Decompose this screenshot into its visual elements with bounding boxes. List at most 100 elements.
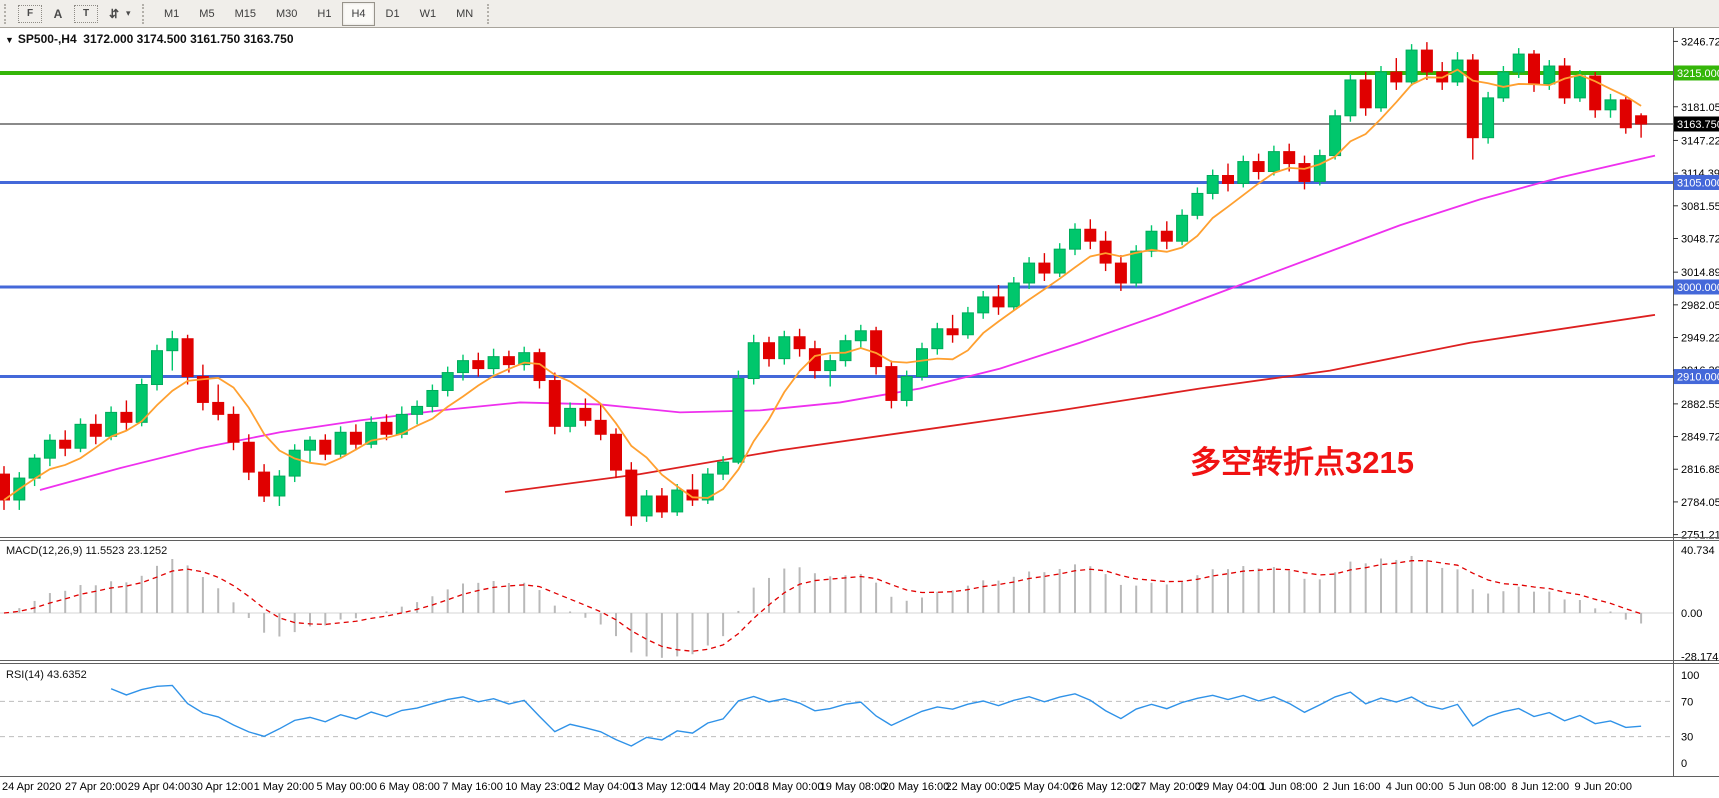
price-tick-label: 2982.055 (1681, 300, 1719, 312)
candle-body (1512, 53, 1525, 73)
timeframe-m15-button[interactable]: M15 (234, 7, 256, 20)
candle-body (1497, 71, 1510, 99)
candle-body (258, 471, 271, 497)
candle-body (472, 360, 485, 370)
time-axis-label: 2 Jun 16:00 (1323, 781, 1381, 793)
candle-body (105, 411, 118, 437)
timeframe-mn-button[interactable]: MN (456, 7, 474, 20)
candle-body (1589, 75, 1602, 111)
candle-body (793, 336, 806, 350)
symbol-period-label: SP500-,H4 (17, 32, 77, 46)
ma-slow-line (504, 313, 1656, 493)
candle-body (151, 350, 163, 386)
time-axis-label: 29 Apr 04:00 (128, 781, 190, 793)
candle-body (273, 475, 286, 497)
candle-body (1573, 75, 1586, 99)
candle-body (349, 431, 362, 445)
candle-body (1558, 65, 1571, 99)
timeframe-m5-button[interactable]: M5 (199, 7, 215, 20)
time-axis-label: 27 Apr 20:00 (65, 781, 127, 793)
candle-body (1482, 97, 1495, 139)
candle-body (242, 441, 255, 473)
time-axis-label: 12 May 04:00 (568, 781, 635, 793)
candle-body (1344, 79, 1357, 117)
price-tick-label: 3246.725 (1681, 36, 1719, 48)
candle-body (1451, 59, 1464, 83)
candle-body (89, 423, 102, 437)
price-tick-label: 3014.890 (1681, 267, 1719, 279)
price-badge-label: 3215.000 (1677, 68, 1719, 80)
time-axis-label: 1 Jun 08:00 (1260, 781, 1318, 793)
tool-arrange-windows-button[interactable]: ⇵ (108, 6, 120, 21)
rsi-axis-label: 100 (1681, 670, 1699, 682)
rsi-axis-label: 70 (1681, 696, 1693, 708)
timeframe-m1-button[interactable]: M1 (164, 7, 180, 20)
candle-body (304, 439, 316, 451)
arrange-dropdown-caret-icon[interactable]: ▾ (126, 8, 131, 18)
timeframe-m30-button[interactable]: M30 (275, 7, 298, 20)
candle-body (1114, 262, 1127, 284)
candle-body (594, 419, 607, 435)
toolbar: F A T ⇵ ▾ M1 M5 M15 M30 H1 H4 D1 W1 MN (0, 0, 1719, 28)
candle-body (1160, 230, 1173, 242)
time-axis-label: 29 May 04:00 (1197, 781, 1264, 793)
candle-body (1528, 53, 1540, 85)
tool-text-tool-button[interactable]: T (74, 4, 98, 23)
candle-body (763, 342, 775, 360)
collapse-triangle-icon[interactable]: ▼ (5, 35, 14, 45)
candle-body (701, 473, 714, 501)
candle-body (365, 421, 378, 445)
time-axis-label: 7 May 16:00 (442, 781, 503, 793)
candle-body (319, 439, 332, 455)
toolbar-grip-2[interactable] (142, 3, 148, 24)
chart-annotation-text: 多空转折点3215 (1190, 445, 1414, 480)
candle-body (1267, 151, 1280, 173)
ma-mid-line (39, 154, 1656, 491)
price-tick-label: 3181.055 (1681, 102, 1719, 114)
time-axis-label: 5 Jun 08:00 (1449, 781, 1507, 793)
price-tick-label: 3147.225 (1681, 135, 1719, 147)
candle-body (120, 411, 133, 423)
price-badge (1674, 279, 1719, 295)
timeframe-h1-button[interactable]: H1 (317, 7, 332, 20)
timeframe-w1-button[interactable]: W1 (419, 7, 437, 20)
candle-body (732, 378, 745, 463)
timeframe-d1-button[interactable]: D1 (385, 7, 400, 20)
candle-body (548, 380, 561, 427)
candle-body (426, 389, 439, 407)
timeframe-h4-button[interactable]: H4 (342, 1, 375, 26)
macd-label: MACD(12,26,9) 11.5523 23.1252 (6, 545, 168, 557)
candle-body (916, 348, 928, 378)
candle-body (992, 296, 1005, 308)
tool-cursor-a-button[interactable]: A (53, 6, 63, 21)
candle-body (625, 469, 638, 517)
candle-body (1206, 175, 1219, 194)
candle-body (671, 489, 684, 513)
candle-body (686, 489, 699, 501)
tool-button-group: F A T ⇵ (16, 2, 128, 25)
candle-body (1390, 71, 1403, 83)
tool-indicator-f-button[interactable]: F (18, 4, 42, 23)
time-axis-label: 30 Apr 12:00 (191, 781, 253, 793)
toolbar-grip[interactable] (4, 3, 10, 24)
candle-body (380, 421, 393, 435)
candle-body (212, 401, 225, 415)
candle-body (59, 439, 72, 449)
candle-body (1038, 262, 1051, 274)
candle-body (579, 407, 592, 421)
candle-body (1543, 65, 1556, 85)
candle-body (717, 461, 730, 475)
candle-body (1619, 99, 1632, 129)
time-axis-label: 8 Jun 12:00 (1512, 781, 1570, 793)
candle-body (885, 366, 898, 401)
time-axis-label: 27 May 20:00 (1134, 781, 1201, 793)
candle-body (1635, 115, 1648, 125)
candle-body (610, 433, 622, 471)
toolbar-grip-3[interactable] (487, 3, 493, 24)
candle-body (808, 348, 821, 372)
candle-body (564, 407, 577, 427)
candle-body (74, 423, 87, 449)
candle-body (457, 360, 469, 374)
